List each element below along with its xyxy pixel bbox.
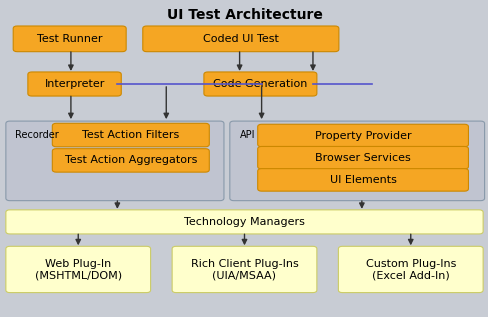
Text: Rich Client Plug-Ins
(UIA/MSAA): Rich Client Plug-Ins (UIA/MSAA): [190, 259, 298, 280]
FancyBboxPatch shape: [203, 72, 316, 96]
Text: UI Test Architecture: UI Test Architecture: [166, 8, 322, 22]
Text: Interpreter: Interpreter: [44, 79, 104, 89]
FancyBboxPatch shape: [338, 246, 482, 293]
Text: Coded UI Test: Coded UI Test: [203, 34, 278, 44]
FancyBboxPatch shape: [6, 246, 150, 293]
FancyBboxPatch shape: [6, 210, 482, 234]
FancyBboxPatch shape: [257, 146, 468, 169]
Text: Test Runner: Test Runner: [37, 34, 102, 44]
FancyBboxPatch shape: [172, 246, 316, 293]
Text: Test Action Aggregators: Test Action Aggregators: [64, 155, 197, 165]
Text: Property Provider: Property Provider: [314, 131, 410, 140]
Text: API: API: [239, 130, 255, 140]
FancyBboxPatch shape: [257, 124, 468, 147]
FancyBboxPatch shape: [142, 26, 338, 52]
Text: UI Elements: UI Elements: [329, 175, 396, 185]
FancyBboxPatch shape: [6, 121, 224, 201]
Text: Technology Managers: Technology Managers: [183, 217, 305, 227]
FancyBboxPatch shape: [52, 123, 209, 147]
FancyBboxPatch shape: [229, 121, 484, 201]
FancyBboxPatch shape: [257, 169, 468, 191]
Text: Custom Plug-Ins
(Excel Add-In): Custom Plug-Ins (Excel Add-In): [365, 259, 455, 280]
Text: Test Action Filters: Test Action Filters: [82, 130, 179, 140]
Text: Code Generation: Code Generation: [213, 79, 307, 89]
Text: Recorder: Recorder: [15, 130, 58, 140]
FancyBboxPatch shape: [52, 149, 209, 172]
FancyBboxPatch shape: [13, 26, 126, 52]
Text: Web Plug-In
(MSHTML/DOM): Web Plug-In (MSHTML/DOM): [35, 259, 122, 280]
Text: Browser Services: Browser Services: [315, 153, 410, 163]
FancyBboxPatch shape: [28, 72, 121, 96]
